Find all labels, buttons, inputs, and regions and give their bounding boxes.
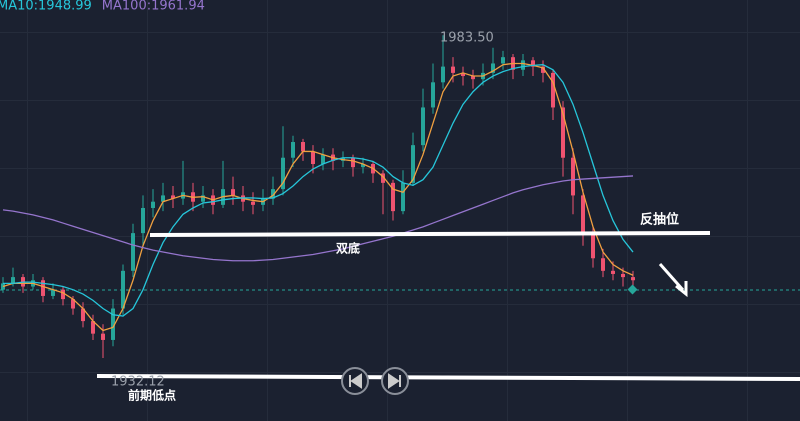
candle-body — [251, 201, 255, 205]
candle-body — [41, 280, 45, 296]
last-price-marker — [627, 284, 638, 295]
candle-body — [561, 107, 565, 158]
candle-body — [611, 270, 615, 274]
candle-body — [421, 107, 425, 146]
extreme-label: 1983.50 — [440, 31, 494, 46]
candle-body — [231, 189, 235, 196]
candle-body — [111, 308, 115, 340]
candle-body — [621, 273, 625, 278]
extreme-label: 1932.12 — [111, 375, 165, 390]
candle-body — [491, 63, 495, 73]
candle-body — [631, 277, 635, 281]
candle-body — [471, 76, 475, 80]
candle-body — [391, 182, 395, 212]
candle-body — [11, 277, 15, 284]
candle-body — [591, 233, 595, 259]
candle-body — [601, 258, 605, 271]
candle-body — [101, 333, 105, 340]
neckline-label: 双底 — [336, 241, 360, 256]
ma-line — [2, 62, 634, 332]
candle-body — [361, 164, 365, 168]
candle-body — [71, 299, 75, 309]
candle-body — [461, 72, 465, 77]
candle-body — [581, 195, 585, 234]
candle-body — [551, 72, 555, 108]
candle-body — [61, 289, 65, 300]
prev-icon — [349, 373, 362, 389]
arrow — [658, 263, 685, 291]
candle-body — [321, 154, 325, 165]
legend-entry: MA10:1948.99 — [0, 0, 92, 14]
retest-label: 反抽位 — [640, 212, 679, 228]
candle-body — [531, 60, 535, 67]
candle-body — [351, 157, 355, 168]
arrow-head — [675, 281, 688, 298]
candle-body — [151, 201, 155, 208]
ma-line — [3, 64, 634, 317]
candle-body — [521, 60, 525, 70]
candle-body — [271, 189, 275, 199]
candle-body — [301, 142, 305, 152]
legend-entry: MA100:1961.94 — [102, 0, 205, 14]
candle-body — [161, 195, 165, 202]
candle-body — [131, 233, 135, 271]
candle-body — [411, 145, 415, 183]
candle-body — [401, 182, 405, 212]
candle-body — [121, 270, 125, 309]
candle-body — [501, 57, 505, 64]
candle-body — [141, 207, 145, 234]
candle-body — [81, 308, 85, 322]
candle-body — [311, 151, 315, 165]
candle-body — [451, 66, 455, 73]
candle-body — [541, 66, 545, 73]
candle-body — [91, 321, 95, 334]
candle-body — [51, 289, 55, 296]
candle-body — [381, 173, 385, 183]
support-line — [96, 374, 800, 381]
plot — [1, 35, 635, 359]
candle-body — [291, 142, 295, 158]
candle-body — [171, 195, 175, 199]
prior-low-label: 前期低点 — [128, 388, 176, 403]
ma-line — [2, 175, 634, 262]
neckline — [149, 231, 711, 237]
candle-body — [441, 66, 445, 83]
candle-body — [431, 82, 435, 108]
candle-body — [281, 157, 285, 190]
playback-controls[interactable] — [341, 367, 409, 395]
next-icon — [388, 373, 401, 389]
candle-body — [201, 195, 205, 202]
candle-body — [571, 157, 575, 196]
